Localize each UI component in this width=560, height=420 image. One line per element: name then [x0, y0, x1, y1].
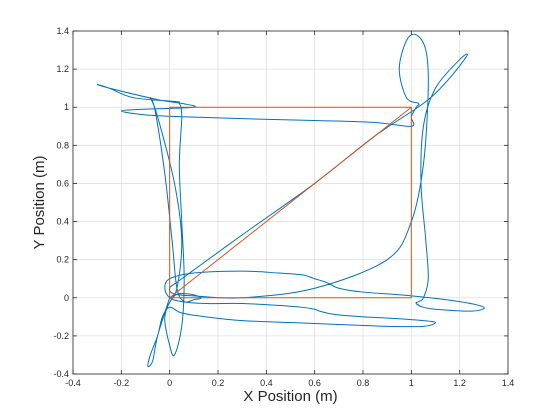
y-tick-labels: -0.4 -0.2 0 0.2 0.4 0.6 0.8 1 1.2 1.4: [53, 26, 69, 379]
y-tick-label: -0.2: [53, 331, 69, 341]
x-tick-label: 1: [409, 378, 414, 388]
x-tick-label: 0.6: [308, 378, 321, 388]
x-axis-label: X Position (m): [243, 388, 337, 405]
x-tick-labels: -0.4 -0.2 0 0.2 0.4 0.6 0.8 1 1.2 1.4: [65, 378, 514, 388]
x-tick-label: 0.2: [212, 378, 225, 388]
x-tick-label: 1.4: [502, 378, 515, 388]
y-tick-label: 0: [64, 293, 69, 303]
x-tick-label: -0.4: [65, 378, 81, 388]
series-line-trajectory: [96, 33, 485, 368]
y-tick-label: 1: [64, 102, 69, 112]
y-axis-label: Y Position (m): [31, 156, 48, 250]
x-tick-label: -0.2: [114, 378, 130, 388]
y-tick-label: 1.2: [56, 64, 69, 74]
x-tick-label: 0.4: [260, 378, 273, 388]
y-tick-label: 0.2: [56, 255, 69, 265]
x-tick-label: 0: [167, 378, 172, 388]
axes-box: [72, 30, 509, 375]
y-tick-label: 0.4: [56, 217, 69, 227]
y-tick-label: 0.6: [56, 178, 69, 188]
series-group: [96, 33, 485, 368]
axis-ticks: [72, 30, 509, 375]
y-tick-label: -0.4: [53, 369, 69, 379]
x-tick-label: 0.8: [357, 378, 370, 388]
y-tick-label: 1.4: [56, 26, 69, 36]
y-tick-label: 0.8: [56, 140, 69, 150]
series-line-reference: [169, 106, 412, 299]
x-tick-label: 1.2: [453, 378, 466, 388]
plot-area: -0.4 -0.2 0 0.2 0.4 0.6 0.8 1 1.2 1.4 -0.4 -0.2 0 0.…: [31, 26, 514, 405]
